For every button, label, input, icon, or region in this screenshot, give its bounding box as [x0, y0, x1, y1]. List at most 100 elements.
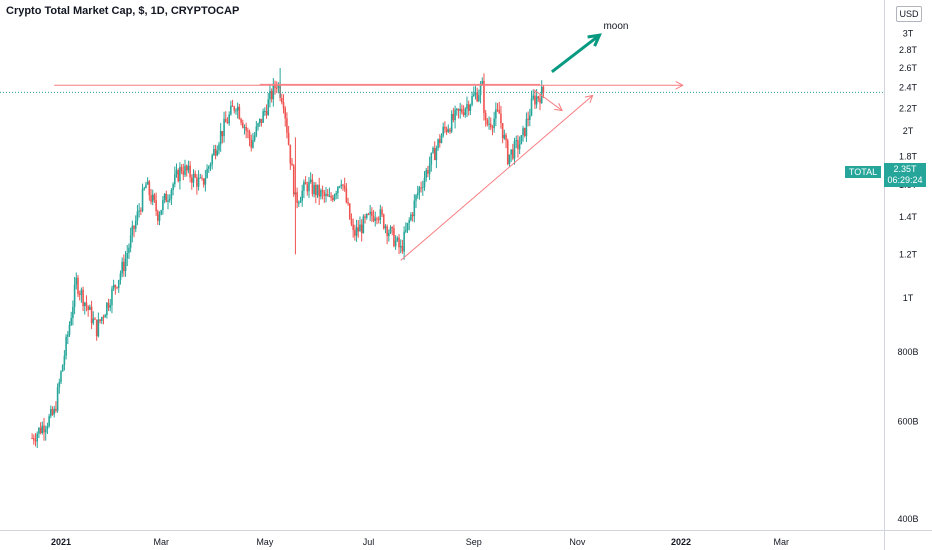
candle-body	[36, 433, 39, 442]
candle-body	[146, 181, 149, 185]
candle-body	[206, 168, 208, 179]
x-tick-label: 2022	[671, 537, 691, 547]
candle-body	[243, 126, 246, 128]
candle-body	[447, 129, 450, 132]
y-tick-label: 2.4T	[899, 82, 918, 92]
candle-body	[394, 240, 397, 247]
candle-body	[185, 165, 188, 171]
candle-body	[97, 319, 100, 337]
candle-body	[367, 213, 370, 215]
last-price-value: 2.35T	[893, 164, 917, 174]
candle-body	[41, 425, 44, 434]
candle-body	[228, 114, 230, 124]
candle-body	[264, 110, 266, 112]
bar-countdown: 06:29:24	[887, 175, 923, 185]
candle-body	[340, 184, 343, 187]
candle-body	[277, 85, 280, 88]
candle-body	[343, 185, 346, 189]
candle-body	[360, 224, 363, 234]
candle-body	[466, 104, 468, 109]
candle-body	[292, 165, 295, 195]
candle-body	[323, 192, 326, 196]
candle-body	[308, 181, 310, 192]
last-price-badge: 2.35T 06:29:24	[884, 163, 926, 187]
candle-body	[207, 166, 210, 169]
candle-body	[270, 90, 273, 100]
candle-body	[194, 173, 196, 178]
candle-body	[423, 177, 426, 188]
candle-body	[60, 371, 62, 383]
candle-body	[51, 409, 54, 415]
candle-body	[464, 108, 467, 115]
candle-body	[253, 135, 256, 141]
candle-body	[170, 189, 173, 199]
candle-body	[408, 220, 411, 224]
candle-body	[155, 200, 157, 212]
candle-body	[136, 211, 139, 221]
moon-annotation: moon	[603, 21, 628, 32]
candle-body	[128, 247, 130, 254]
candle-body	[500, 113, 502, 124]
candle-body	[299, 200, 302, 203]
candle-body	[445, 128, 448, 132]
candle-body	[245, 126, 247, 131]
candle-body	[190, 177, 193, 183]
candle-body	[116, 287, 118, 289]
candle-body	[109, 305, 112, 308]
candle-body	[148, 181, 151, 196]
candle-body	[455, 108, 458, 110]
candle-body	[180, 167, 183, 172]
candle-body	[44, 429, 47, 433]
candle-body	[284, 108, 287, 119]
candle-body	[384, 226, 387, 229]
candle-body	[174, 174, 176, 185]
candle-body	[495, 109, 497, 119]
moon-arrow-head	[587, 33, 602, 47]
candle-body	[503, 134, 506, 139]
candle-body	[450, 113, 453, 132]
candle-body	[53, 408, 56, 415]
candle-body	[68, 324, 71, 335]
candle-body	[168, 198, 171, 201]
candle-body	[124, 258, 127, 272]
candle-body	[529, 115, 531, 120]
candle-body	[432, 147, 434, 153]
candle-body	[377, 218, 380, 220]
candle-body	[539, 98, 541, 104]
y-tick-label: 400B	[897, 514, 918, 524]
candle-body	[298, 202, 300, 204]
candle-body	[422, 187, 424, 189]
candle-body	[398, 237, 400, 248]
candle-body	[433, 147, 436, 161]
candle-body	[179, 167, 181, 182]
candle-body	[321, 190, 324, 193]
candle-body	[318, 184, 320, 197]
candle-body	[140, 210, 142, 212]
candle-body	[100, 317, 103, 322]
candle-body	[440, 135, 443, 143]
candle-body	[508, 154, 511, 164]
candle-body	[247, 130, 249, 132]
candle-body	[520, 135, 523, 145]
candle-body	[192, 173, 195, 183]
candle-body	[523, 127, 526, 137]
candle-body	[301, 190, 304, 201]
candle-body	[326, 193, 329, 197]
candle-body	[55, 408, 57, 411]
candle-body	[416, 192, 419, 196]
candle-body	[83, 302, 86, 307]
candle-body	[347, 202, 349, 204]
candle-body	[437, 139, 439, 149]
candle-body	[163, 193, 166, 200]
candle-body	[187, 165, 190, 171]
candle-body	[479, 85, 482, 96]
candle-body	[172, 184, 174, 190]
currency-selector[interactable]: USD	[896, 6, 922, 22]
candle-body	[476, 92, 478, 102]
candle-body	[90, 306, 93, 324]
y-tick-label: 1.8T	[899, 152, 918, 162]
candle-body	[364, 216, 366, 218]
candle-body	[396, 237, 399, 241]
candle-body	[325, 193, 327, 196]
